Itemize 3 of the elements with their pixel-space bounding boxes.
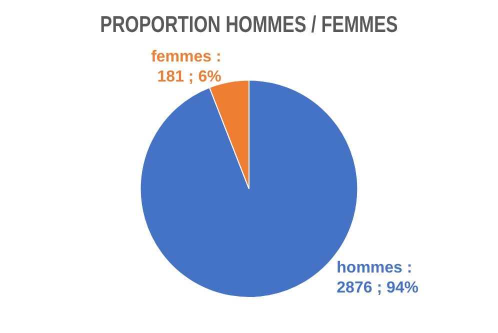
slice-label: hommes : 2876 ; 94%	[336, 259, 418, 296]
slice-label: femmes : 181 ; 6%	[151, 48, 222, 86]
chart-title: PROPORTION HOMMES / FEMMES	[100, 12, 398, 38]
